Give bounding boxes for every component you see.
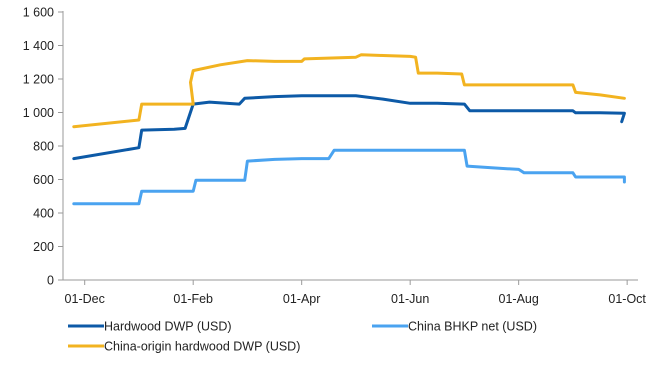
x-axis-ticks: 01-Dec 01-Feb 01-Apr 01-Jun 01-Aug 01-Oct [65,280,646,306]
x-tick-label: 01-Oct [608,292,646,306]
y-tick-label: 200 [33,240,54,254]
series-line-2 [72,148,626,206]
y-tick-label: 1 600 [23,6,54,20]
x-tick-label: 01-Feb [173,292,213,306]
legend: Hardwood DWP (USD) China BHKP net (USD) Ch… [68,320,537,354]
x-tick-label: 01-Dec [65,292,105,306]
legend-label-2: China BHKP net (USD) [408,320,537,334]
x-tick-label: 01-Jun [391,292,429,306]
series-line-3 [72,53,626,129]
y-tick-label: 1 400 [23,39,54,53]
y-axis-ticks: 0 200 400 600 800 1 000 1 200 1 400 1 600 [23,6,63,288]
y-tick-label: 800 [33,140,54,154]
x-tick-label: 01-Apr [283,292,321,306]
x-tick-label: 01-Aug [499,292,539,306]
series-lines [72,53,626,206]
legend-label-1: Hardwood DWP (USD) [104,320,232,334]
series-line-1 [72,94,626,161]
y-tick-label: 0 [47,274,54,288]
y-tick-label: 600 [33,173,54,187]
y-tick-label: 400 [33,207,54,221]
axes [62,11,638,281]
y-tick-label: 1 000 [23,106,54,120]
legend-label-3: China-origin hardwood DWP (USD) [104,340,300,354]
y-tick-label: 1 200 [23,73,54,87]
